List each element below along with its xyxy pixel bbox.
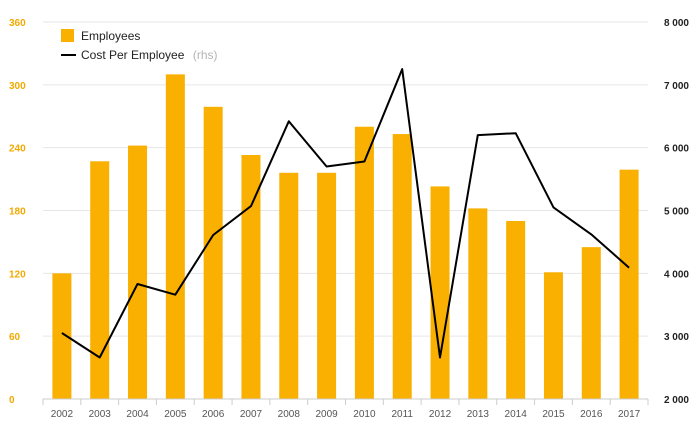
x-tick-label: 2015 — [542, 409, 565, 420]
y-left-tick-label: 300 — [9, 81, 26, 92]
y-left-tick-label: 180 — [9, 207, 26, 218]
x-tick-label: 2005 — [164, 409, 187, 420]
x-tick-label: 2017 — [618, 409, 641, 420]
y-left-tick-label: 360 — [9, 18, 26, 29]
bar-employees — [543, 272, 563, 399]
bar-employees — [52, 273, 72, 399]
y-right-tick-label: 2 000 — [664, 395, 689, 406]
x-tick-label: 2016 — [580, 409, 603, 420]
y-right-tick-label: 6 000 — [664, 144, 689, 155]
x-tick-label: 2002 — [51, 409, 74, 420]
bar-employees — [317, 172, 337, 399]
x-tick-label: 2003 — [89, 409, 112, 420]
legend-label-cost-per-employee: Cost Per Employee (rhs) — [81, 46, 218, 63]
series-line-cost-per-employee — [61, 68, 630, 359]
bar-employees — [619, 169, 639, 399]
bars-employees — [52, 74, 639, 399]
y-left-tick-label: 240 — [9, 144, 26, 155]
bar-employees — [90, 161, 110, 399]
y-left-tick-label: 0 — [9, 395, 15, 406]
bar-employees — [430, 186, 450, 399]
legend-label-employees: Employees — [81, 29, 140, 43]
x-tick-label: 2009 — [315, 409, 338, 420]
legend-label-cost-name: Cost Per Employee — [81, 48, 185, 62]
legend: Employees Cost Per Employee (rhs) — [61, 29, 218, 63]
y-left-tick-label: 60 — [9, 332, 21, 343]
bar-employees — [203, 106, 223, 399]
bar-employees — [241, 154, 261, 399]
x-tick-label: 2004 — [126, 409, 149, 420]
bar-employees — [468, 208, 488, 399]
y-left-tick-label: 120 — [9, 269, 26, 280]
bar-employees — [581, 247, 601, 399]
bar-employees — [354, 126, 374, 399]
x-tick-label: 2006 — [202, 409, 225, 420]
x-tick-label: 2014 — [505, 409, 528, 420]
line-cost-per-employee — [61, 68, 630, 359]
y-right-tick-label: 8 000 — [664, 18, 689, 29]
x-tick-label: 2010 — [353, 409, 376, 420]
bar-employees — [392, 134, 412, 399]
y-right-tick-label: 5 000 — [664, 207, 689, 218]
y-right-tick-label: 3 000 — [664, 332, 689, 343]
x-tick-label: 2008 — [278, 409, 301, 420]
bar-employees — [279, 172, 299, 399]
x-tick-label: 2011 — [391, 409, 413, 420]
axes: 0 60 120 180 240 300 360 2 000 3 000 4 000 5 000 6 … — [9, 18, 689, 420]
x-tick-label: 2013 — [467, 409, 490, 420]
bar-employees — [165, 74, 185, 399]
bar-employees — [128, 145, 148, 399]
y-right-tick-label: 4 000 — [664, 269, 689, 280]
legend-swatch-employees — [61, 29, 74, 42]
legend-label-cost-suffix: (rhs) — [193, 48, 218, 62]
y-right-tick-label: 7 000 — [664, 81, 689, 92]
bar-employees — [506, 220, 526, 399]
x-tick-label: 2007 — [240, 409, 263, 420]
x-tick-label: 2012 — [429, 409, 452, 420]
